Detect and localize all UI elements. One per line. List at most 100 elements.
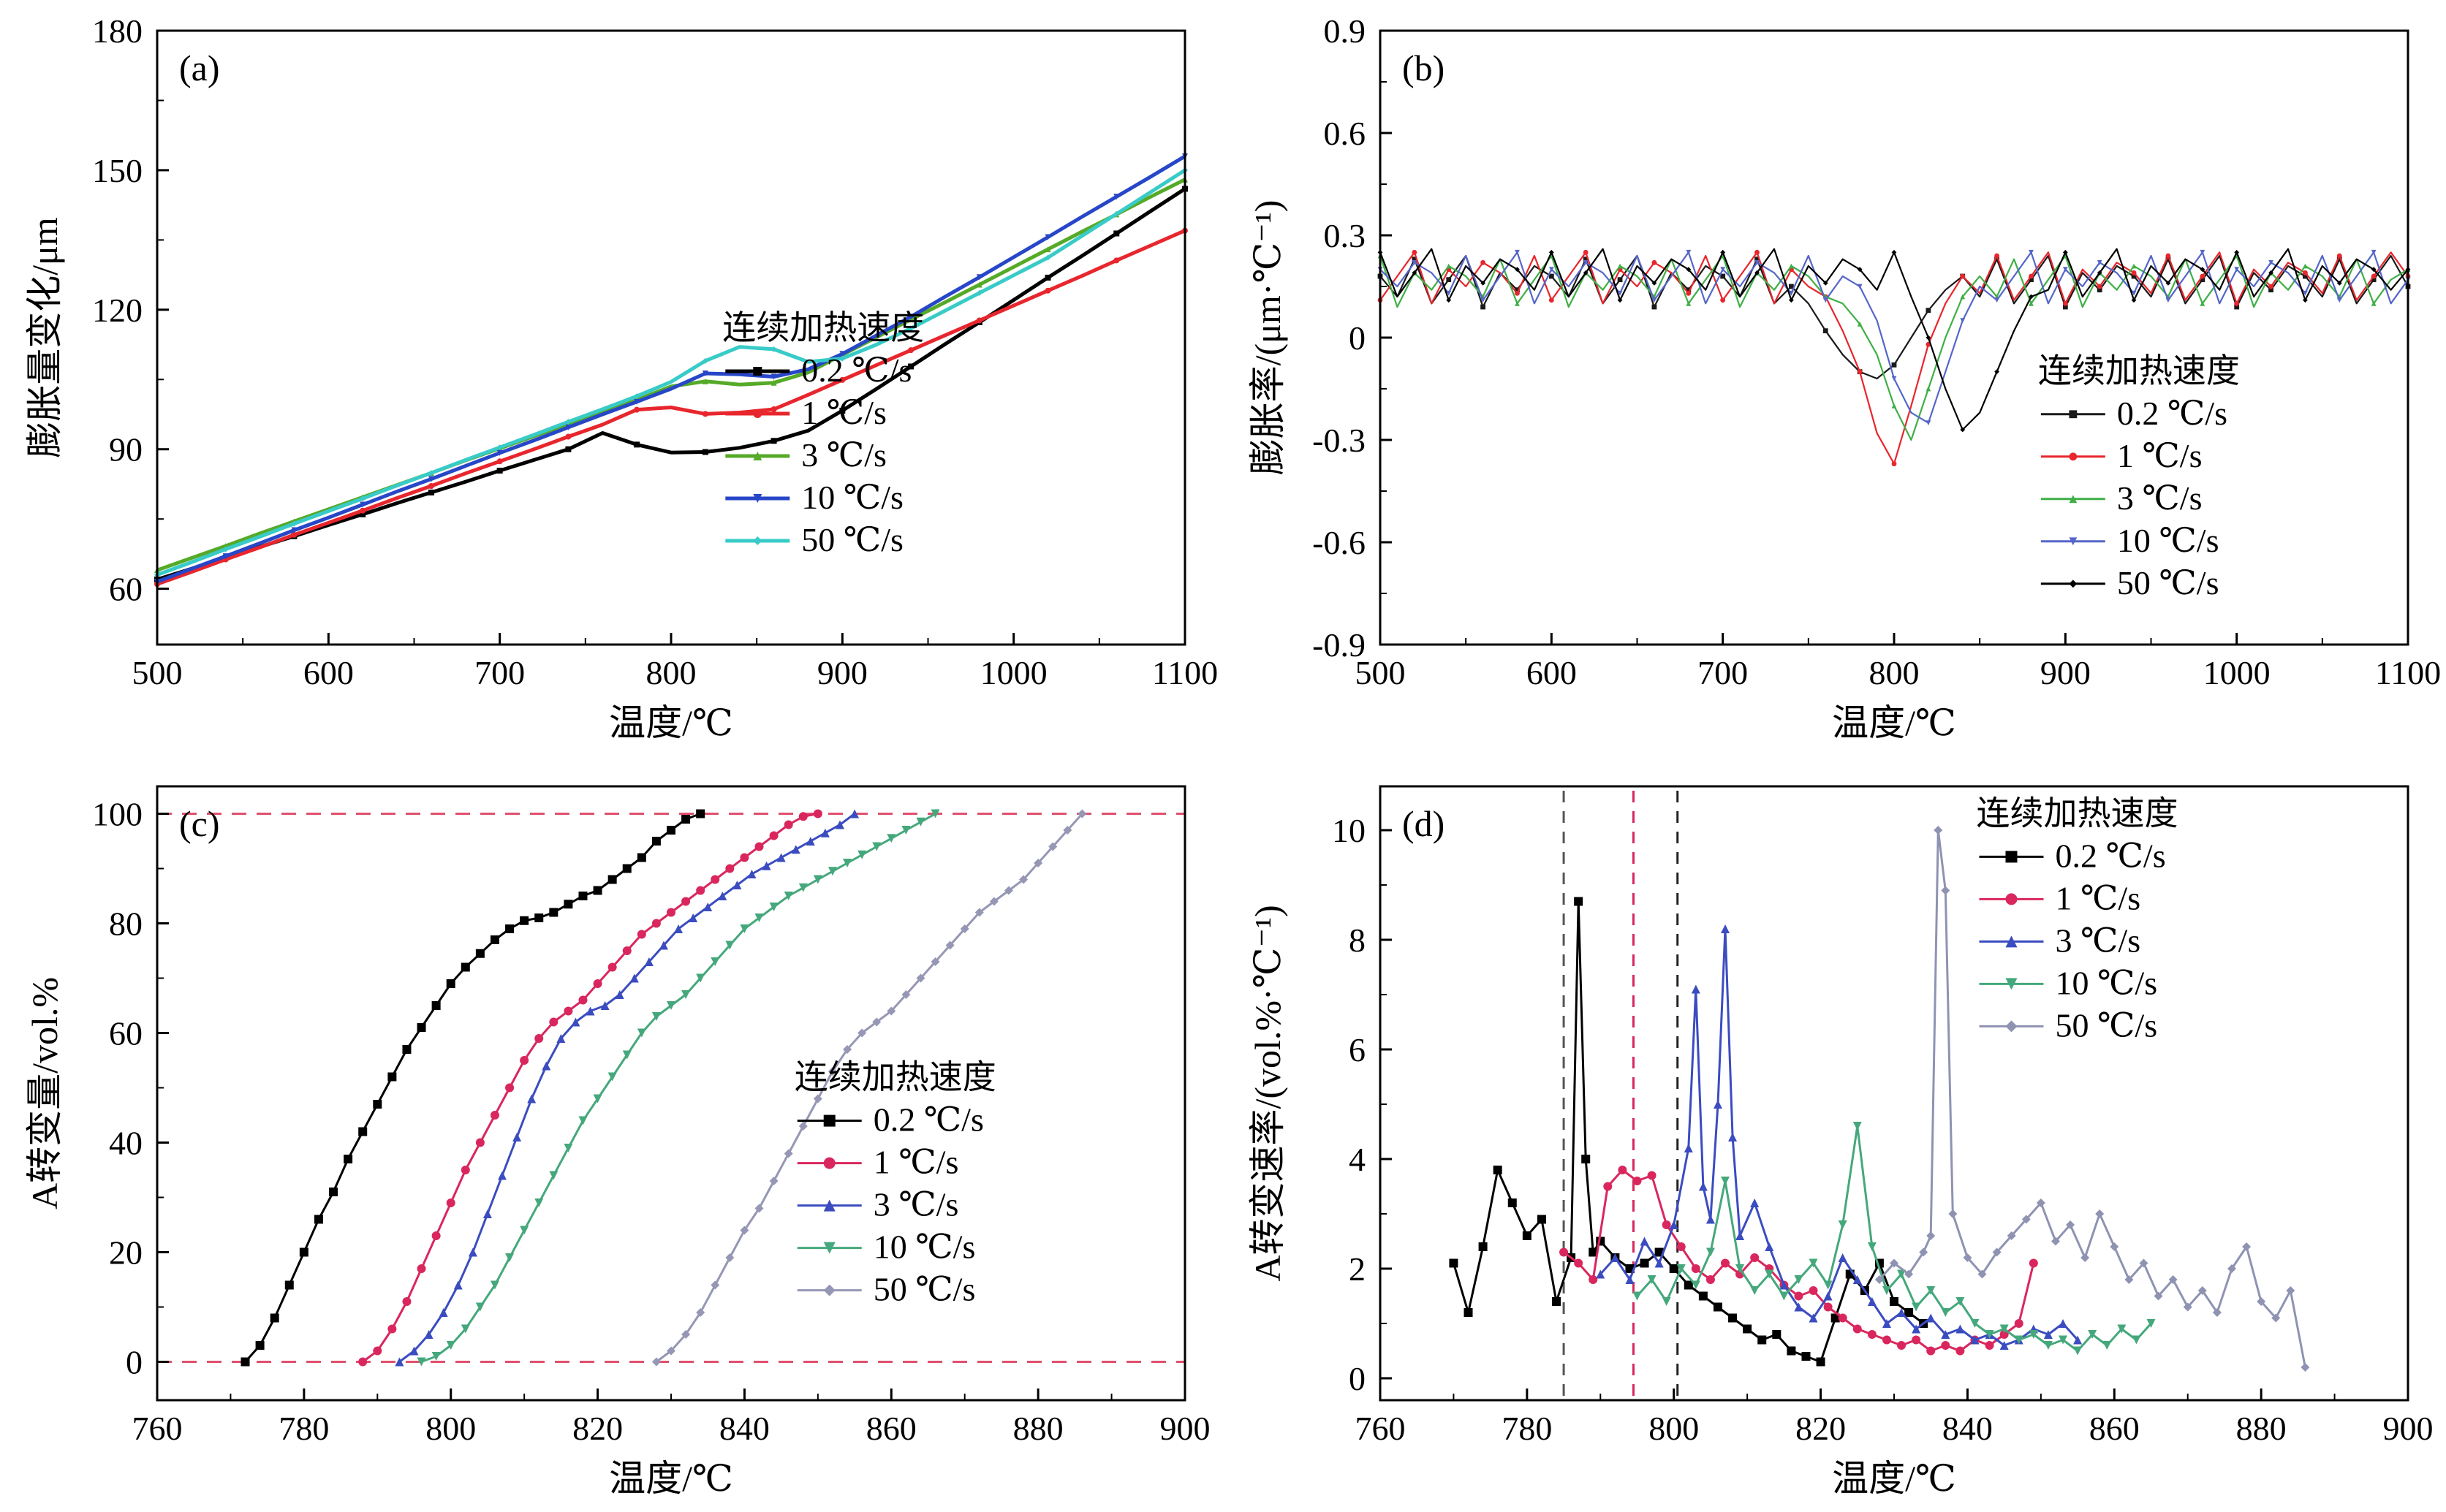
series-markers <box>1632 1122 2156 1356</box>
y-tick-label: 100 <box>92 796 143 833</box>
y-axis-label: 膨胀率/(μm·℃⁻¹) <box>1247 200 1288 476</box>
series-markers <box>395 809 860 1367</box>
plot-frame <box>1379 29 2409 646</box>
y-tick-label: 0.3 <box>1324 217 1366 254</box>
y-tick-label: 40 <box>109 1125 143 1162</box>
legend-label: 1 ℃/s <box>2055 879 2140 916</box>
legend: 连续加热速度 0.2 ℃/s 1 ℃/s 3 ℃/s 10 ℃/s 50 ℃/s <box>2038 352 2240 601</box>
y-tick-label: -0.3 <box>1312 422 1366 459</box>
x-axis-label: 温度/℃ <box>609 702 733 743</box>
x-tick-label: 800 <box>1648 1410 1699 1447</box>
x-tick-label: 900 <box>2040 654 2091 691</box>
y-axis-label: 膨胀量变化/μm <box>24 217 65 458</box>
x-tick-label: 820 <box>1795 1410 1846 1447</box>
panel-d-svg: 760 780 800 820 840 860 880 900 0 2 4 6 8 10 温度/℃ A转变速率… <box>1247 785 2434 1499</box>
legend-label: 50 ℃/s <box>801 521 904 558</box>
x-tick-label: 900 <box>817 654 868 691</box>
x-tick-label: 840 <box>719 1410 770 1447</box>
legend-title: 连续加热速度 <box>2038 352 2240 390</box>
y-tick-label: 0 <box>1349 319 1366 357</box>
plot-frame <box>156 29 1186 646</box>
x-tick-label: 800 <box>646 654 697 691</box>
y-tick-label: 180 <box>92 12 143 50</box>
x-tick-label: 840 <box>1942 1410 1993 1447</box>
series-line <box>1878 829 2306 1368</box>
legend-label: 3 ℃/s <box>2117 479 2203 517</box>
y-tick-label: 8 <box>1349 922 1366 959</box>
panel-a-svg: 500 600 700 800 900 1000 1100 60 90 120 150 180 温度/℃… <box>24 12 1218 743</box>
x-tick-label: 880 <box>2236 1410 2287 1447</box>
legend-label: 1 ℃/s <box>801 394 887 431</box>
panel-letter-label: (c) <box>179 803 220 844</box>
x-tick-label: 820 <box>572 1410 623 1447</box>
legend-label: 10 ℃/s <box>801 479 904 516</box>
series-line <box>1379 251 2409 465</box>
y-tick-label: 20 <box>109 1234 143 1272</box>
x-tick-label: 900 <box>1160 1410 1211 1447</box>
series-markers <box>358 809 822 1367</box>
x-tick-label: 760 <box>1355 1410 1406 1447</box>
x-tick-label: 780 <box>1502 1410 1552 1447</box>
y-tick-label: 150 <box>92 152 143 189</box>
y-tick-label: 0.6 <box>1324 115 1366 152</box>
series-markers <box>1377 249 2411 426</box>
x-tick-label: 860 <box>866 1410 917 1447</box>
x-tick-label: 500 <box>132 654 183 691</box>
legend-label: 1 ℃/s <box>874 1144 959 1181</box>
series-markers <box>1874 826 2310 1372</box>
plot-frame <box>1379 785 2409 1402</box>
panel-c-svg: 760 780 800 820 840 860 880 900 0 20 40 60 80 100 温度/℃… <box>24 785 1211 1499</box>
x-axis-label: 温度/℃ <box>1832 702 1956 743</box>
series-line <box>1599 927 2079 1347</box>
series-line <box>244 813 701 1363</box>
x-tick-label: 600 <box>1526 654 1577 691</box>
legend-label: 0.2 ℃/s <box>801 352 912 389</box>
panel-a-chart: 500 600 700 800 900 1000 1100 60 90 120 150 180 温度/℃… <box>0 0 1223 756</box>
legend-label: 10 ℃/s <box>2117 522 2219 559</box>
y-tick-label: 60 <box>109 1015 143 1052</box>
panel-letter-label: (b) <box>1402 48 1444 88</box>
x-tick-label: 600 <box>303 654 354 691</box>
series-markers <box>417 809 940 1367</box>
series-line <box>156 187 1186 582</box>
series-line <box>362 813 819 1363</box>
x-tick-label: 800 <box>1869 654 1920 691</box>
x-tick-label: 760 <box>132 1410 183 1447</box>
y-tick-label: 0.9 <box>1324 12 1366 50</box>
legend: 连续加热速度 0.2 ℃/s 1 ℃/s 3 ℃/s 10 ℃/s 50 ℃/s <box>795 1059 996 1308</box>
series-line <box>156 154 1186 584</box>
series-line <box>1379 248 2409 431</box>
series-markers <box>154 153 1188 585</box>
x-tick-label: 880 <box>1013 1410 1064 1447</box>
panel-d-chart: 760 780 800 820 840 860 880 900 0 2 4 6 8 10 温度/℃ A转变速率… <box>1223 756 2446 1512</box>
x-tick-label: 860 <box>2089 1410 2140 1447</box>
panel-b-chart: 500 600 700 800 900 1000 1100 -0.9 -0.6 -0.3 0 0.3 0… <box>1223 0 2446 756</box>
series-markers <box>154 176 1188 574</box>
x-tick-label: 780 <box>279 1410 329 1447</box>
x-axis-label: 温度/℃ <box>609 1458 733 1499</box>
legend-label: 50 ℃/s <box>2117 564 2219 601</box>
series-line <box>1379 251 2409 424</box>
series-markers <box>1449 897 1928 1367</box>
x-tick-label: 700 <box>474 654 525 691</box>
series-line <box>1379 254 2409 441</box>
series-line <box>156 168 1186 577</box>
series-line <box>1636 1125 2152 1352</box>
legend-label: 10 ℃/s <box>874 1228 976 1266</box>
legend: 连续加热速度 0.2 ℃/s 1 ℃/s 3 ℃/s 10 ℃/s 50 ℃/s <box>722 309 924 558</box>
y-tick-label: 120 <box>92 292 143 329</box>
y-axis-label: A转变速率/(vol.%·℃⁻¹) <box>1247 905 1288 1281</box>
panel-b-svg: 500 600 700 800 900 1000 1100 -0.9 -0.6 -0.3 0 0.3 0… <box>1247 12 2441 743</box>
legend-label: 0.2 ℃/s <box>874 1101 984 1139</box>
y-tick-label: 0 <box>1349 1360 1366 1397</box>
x-tick-label: 1000 <box>980 654 1048 691</box>
series-line <box>1379 254 2409 380</box>
legend-label: 3 ℃/s <box>801 436 887 474</box>
x-tick-label: 900 <box>2383 1410 2434 1447</box>
x-tick-label: 1000 <box>2203 654 2271 691</box>
panel-letter-label: (d) <box>1402 803 1444 844</box>
x-axis-label: 温度/℃ <box>1832 1458 1956 1499</box>
series-markers <box>1377 253 2411 409</box>
plot-frame <box>156 785 1186 1402</box>
y-tick-label: 6 <box>1349 1031 1366 1068</box>
